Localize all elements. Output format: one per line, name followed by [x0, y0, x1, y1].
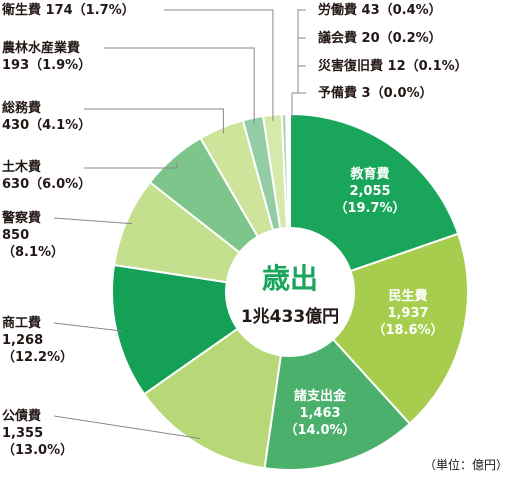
leader-line-商工費: [53, 322, 123, 332]
label-衛生費: 衛生費 174（1.7%）: [1, 2, 135, 18]
leader-line-土木費: [84, 162, 178, 169]
label-災害復旧費: 災害復旧費 12（0.1%）: [318, 58, 468, 74]
label-土木費: 土木費 630（6.0%）: [2, 159, 91, 192]
label-商工費: 商工費 1,268 （12.2%）: [2, 315, 73, 365]
label-公債費: 公債費 1,355 （13.0%）: [2, 408, 73, 458]
label-議会費: 議会費 20（0.2%）: [318, 30, 442, 46]
leader-line-警察費: [53, 217, 133, 225]
unit-note: （単位：億円）: [423, 458, 508, 472]
center-title: 歳出: [262, 262, 318, 295]
center-total: 1兆433億円: [241, 306, 339, 327]
label-諸支出金: 諸支出金 1,463 （14.0%）: [284, 388, 355, 438]
leader-line-衛生費: [164, 9, 274, 121]
label-警察費: 警察費 850 （8.1%）: [2, 210, 64, 260]
donut-hole: [226, 228, 354, 356]
label-農林水産業費: 農林水産業費 193（1.9%）: [2, 40, 91, 73]
label-民生費: 民生費 1,937 （18.6%）: [372, 288, 443, 338]
leader-line-総務費: [84, 108, 224, 134]
label-教育費: 教育費 2,055 （19.7%）: [334, 166, 405, 216]
label-総務費: 総務費 430（4.1%）: [2, 100, 91, 133]
slice-2: [263, 337, 412, 471]
leader-line-農林水産業費: [104, 47, 255, 124]
label-労働費: 労働費 43（0.4%）: [318, 2, 442, 18]
label-予備費: 予備費 3（0.0%）: [318, 85, 433, 101]
leader-line-公債費: [53, 415, 200, 439]
